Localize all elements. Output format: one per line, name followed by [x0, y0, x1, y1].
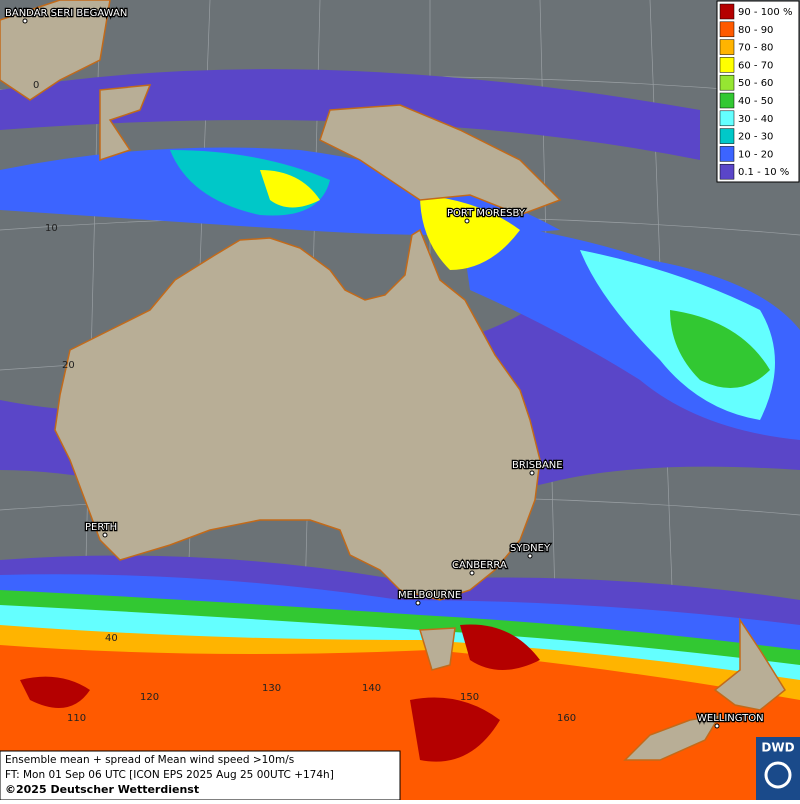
city-label: PERTH — [85, 522, 117, 533]
grid-label: 140 — [362, 683, 381, 694]
legend-swatch — [719, 146, 735, 162]
city-dot — [415, 600, 421, 606]
grid-label: 20 — [62, 360, 75, 371]
caption-box — [0, 750, 401, 801]
city-label: BANDAR SERI BEGAWAN — [5, 8, 127, 19]
legend-label: 80 - 90 — [738, 25, 773, 36]
grid-label: 40 — [105, 633, 118, 644]
grid-label: 10 — [45, 223, 58, 234]
city-dot — [469, 570, 475, 576]
city-label: SYDNEY — [510, 543, 551, 554]
legend-swatch — [719, 39, 735, 55]
land — [0, 0, 786, 761]
legend-swatch — [719, 21, 735, 38]
logo: DWD — [761, 741, 794, 755]
caption-line: ©2025 Deutscher Wetterdienst — [5, 783, 199, 796]
caption-line: Ensemble mean + spread of Mean wind spee… — [5, 754, 294, 766]
city-dot — [102, 532, 108, 538]
legend-swatch — [719, 74, 735, 91]
legend-label: 50 - 60 — [738, 78, 773, 89]
city-dot — [527, 553, 533, 559]
city-label: BRISBANE — [512, 460, 563, 471]
grid-label: 130 — [262, 683, 281, 694]
grid-label: 120 — [140, 692, 159, 703]
legend-swatch — [719, 128, 735, 144]
city-label: PORT MORESBY — [447, 208, 526, 219]
city-label: MELBOURNE — [398, 590, 461, 601]
legend-label: 40 - 50 — [738, 96, 773, 107]
legend-label: 30 - 40 — [738, 114, 773, 125]
legend-swatch — [719, 163, 735, 180]
grid-label: 160 — [557, 713, 576, 724]
legend-swatch — [719, 92, 735, 109]
legend-swatch — [719, 110, 735, 127]
city-dot — [464, 218, 470, 224]
city-dot — [714, 723, 720, 729]
city-dot — [22, 18, 28, 24]
legend-label: 90 - 100 % — [738, 7, 792, 18]
legend-swatch — [719, 57, 735, 73]
grid-label: 0 — [33, 80, 39, 91]
logo-icon — [764, 761, 792, 789]
legend-label: 0.1 - 10 % — [738, 167, 789, 178]
legend-swatch — [719, 3, 735, 20]
city-label: WELLINGTON — [697, 713, 764, 724]
caption-line: FT: Mon 01 Sep 06 UTC [ICON EPS 2025 Aug… — [5, 769, 334, 781]
grid-label: 150 — [460, 692, 479, 703]
legend-label: 60 - 70 — [738, 60, 773, 71]
legend-label: 20 - 30 — [738, 132, 773, 143]
grid-label: 110 — [67, 713, 86, 724]
legend-label: 10 - 20 — [738, 149, 773, 160]
logo-box — [756, 737, 800, 800]
legend-label: 70 - 80 — [738, 43, 773, 54]
city-dot — [529, 470, 535, 476]
city-label: CANBERRA — [452, 560, 507, 571]
